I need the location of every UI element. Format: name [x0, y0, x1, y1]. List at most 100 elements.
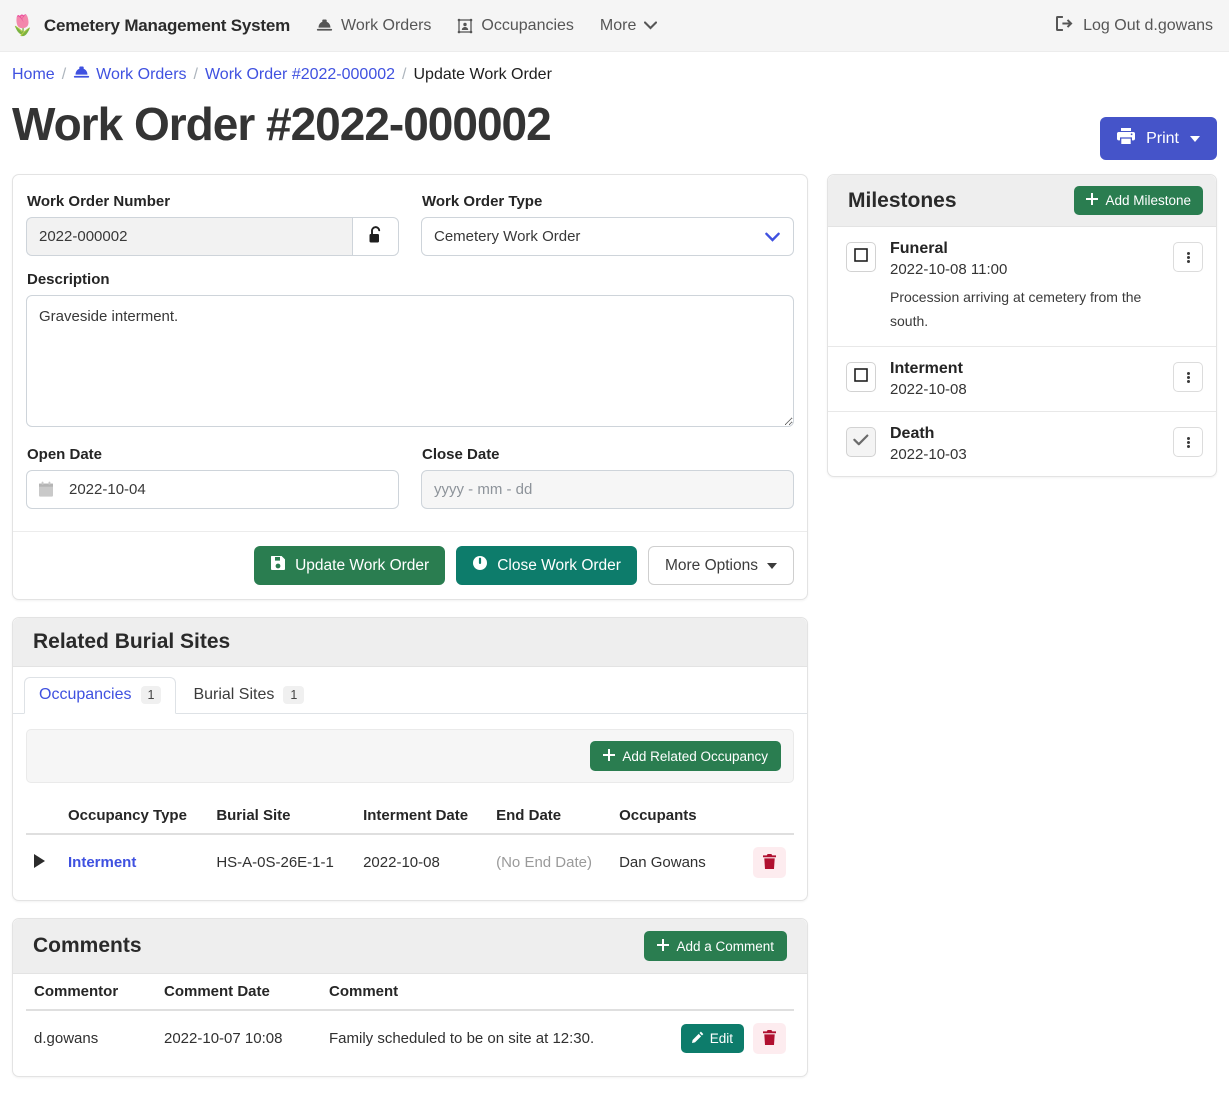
milestones-card: Milestones Add Milestone Funeral	[827, 174, 1217, 478]
tab-burial-sites[interactable]: Burial Sites 1	[178, 677, 319, 714]
page-header: Work Order #2022-000002 Print	[0, 95, 1229, 160]
logout-button[interactable]: Log Out d.gowans	[1056, 15, 1213, 36]
print-button-label: Print	[1146, 129, 1179, 147]
nav-item-more-label: More	[599, 16, 637, 34]
nav-item-occupancies[interactable]: Occupancies	[457, 17, 574, 35]
milestone-name: Death	[890, 425, 935, 443]
expand-triangle-icon[interactable]	[34, 853, 45, 868]
occupancies-table: Occupancy Type Burial Site Interment Dat…	[26, 798, 794, 890]
occupancy-frame-icon	[457, 18, 473, 34]
milestone-checkbox[interactable]	[846, 427, 876, 458]
nav-links: Work Orders Occupancies More	[316, 16, 658, 35]
update-work-order-label: Update Work Order	[295, 556, 430, 574]
close-date-input[interactable]	[421, 470, 794, 509]
chevron-down-icon	[644, 21, 658, 30]
work-order-type-select[interactable]: Cemetery Work Order	[421, 217, 794, 256]
main-layout: Work Order Number Work Order Type	[0, 160, 1229, 1094]
milestone-checkbox[interactable]	[846, 362, 876, 393]
close-work-order-button[interactable]: Close Work Order	[456, 546, 637, 585]
occupancy-type-link[interactable]: Interment	[68, 854, 137, 871]
col-actions	[672, 974, 794, 1011]
cell-end-date: (No End Date)	[496, 854, 592, 871]
print-button[interactable]: Print	[1100, 117, 1217, 160]
work-order-number-label: Work Order Number	[27, 193, 171, 210]
trash-icon	[763, 1029, 776, 1048]
nav-item-work-orders[interactable]: Work Orders	[316, 17, 431, 35]
right-column: Milestones Add Milestone Funeral	[827, 174, 1217, 494]
field-description: Description Graveside interment.	[26, 271, 794, 431]
more-options-label: More Options	[664, 556, 758, 574]
close-work-order-label: Close Work Order	[497, 556, 621, 574]
left-column: Work Order Number Work Order Type	[12, 174, 808, 1094]
add-comment-label: Add a Comment	[676, 938, 774, 954]
breadcrumb-work-order[interactable]: Work Order #2022-000002	[204, 66, 396, 83]
chevron-down-icon	[767, 562, 777, 569]
tab-burial-sites-count: 1	[283, 686, 305, 704]
chevron-down-icon	[1190, 135, 1200, 142]
col-end-date: End Date	[488, 798, 612, 835]
expand-cell	[26, 834, 60, 890]
brand-name: Cemetery Management System	[43, 15, 291, 35]
comments-title: Comments	[33, 934, 142, 957]
col-burial-site: Burial Site	[208, 798, 356, 835]
table-row: d.gowans 2022-10-07 10:08 Family schedul…	[26, 1010, 794, 1066]
cell-occupants: Dan Gowans	[619, 854, 706, 871]
edit-comment-button[interactable]: Edit	[680, 1024, 744, 1053]
milestone-body: Death 2022-10-03	[890, 425, 1159, 463]
tab-burial-sites-label: Burial Sites	[193, 686, 275, 703]
milestone-date: 2022-10-03	[890, 446, 967, 464]
col-actions	[724, 798, 794, 835]
checkbox-empty-icon	[854, 248, 868, 266]
col-expand	[26, 798, 60, 835]
add-comment-button[interactable]: Add a Comment	[644, 931, 787, 961]
milestone-menu-button[interactable]	[1173, 242, 1203, 272]
comments-table: Commentor Comment Date Comment d.gowans …	[26, 974, 794, 1066]
tab-occupancies-label: Occupancies	[39, 686, 132, 703]
more-options-button[interactable]: More Options	[647, 546, 794, 585]
hard-hat-icon	[73, 65, 90, 85]
table-row: Interment HS-A-0S-26E-1-1 2022-10-08 (No…	[26, 834, 794, 890]
work-order-type-label: Work Order Type	[422, 193, 543, 210]
breadcrumb-separator-2: /	[193, 66, 198, 83]
form-actions: Update Work Order Close Work Order More …	[13, 531, 807, 599]
related-burial-sites-title: Related Burial Sites	[33, 630, 231, 653]
work-order-form: Work Order Number Work Order Type	[13, 175, 807, 526]
work-order-number-input[interactable]	[26, 217, 353, 256]
milestone-checkbox[interactable]	[846, 242, 876, 272]
milestone-menu-button[interactable]	[1173, 427, 1203, 458]
cell-actions	[724, 834, 794, 890]
open-date-input[interactable]	[26, 470, 399, 509]
add-related-occupancy-button[interactable]: Add Related Occupancy	[590, 741, 781, 771]
field-work-order-number: Work Order Number	[26, 187, 399, 256]
nav-item-work-orders-label: Work Orders	[341, 16, 432, 34]
brand[interactable]: 🌷 Cemetery Management System	[10, 16, 290, 36]
add-related-occupancy-label: Add Related Occupancy	[622, 748, 768, 764]
unlock-icon	[368, 226, 383, 247]
delete-comment-button[interactable]	[753, 1023, 786, 1054]
milestone-date: 2022-10-08	[890, 381, 967, 399]
description-label: Description	[27, 271, 110, 288]
nav-item-more[interactable]: More	[599, 16, 658, 35]
unlock-button[interactable]	[352, 217, 399, 256]
delete-occupancy-button[interactable]	[753, 847, 786, 878]
printer-icon	[1117, 127, 1136, 150]
col-occupants: Occupants	[611, 798, 724, 835]
breadcrumb-current: Update Work Order	[413, 66, 552, 83]
milestone-menu-button[interactable]	[1173, 362, 1203, 393]
col-comment: Comment	[321, 974, 673, 1011]
breadcrumb-home[interactable]: Home	[12, 66, 55, 83]
breadcrumb: Home / Work Orders / Work Order #2022-00…	[0, 52, 1229, 95]
table-header-row: Occupancy Type Burial Site Interment Dat…	[26, 798, 794, 835]
logout-icon	[1056, 15, 1074, 36]
description-textarea[interactable]: Graveside interment.	[26, 295, 794, 427]
comments-header: Comments Add a Comment	[13, 919, 807, 974]
close-date-label: Close Date	[422, 446, 500, 463]
power-icon	[472, 555, 488, 576]
col-occupancy-type: Occupancy Type	[60, 798, 209, 835]
tab-occupancies[interactable]: Occupancies 1	[24, 677, 177, 714]
breadcrumb-work-orders[interactable]: Work Orders	[73, 65, 187, 85]
add-milestone-button[interactable]: Add Milestone	[1074, 186, 1203, 215]
milestone-name: Funeral	[890, 240, 948, 257]
page-title: Work Order #2022-000002	[12, 98, 552, 150]
update-work-order-button[interactable]: Update Work Order	[254, 546, 446, 585]
